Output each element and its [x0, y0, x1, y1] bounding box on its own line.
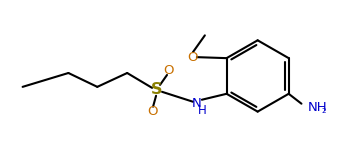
Text: O: O	[147, 105, 157, 118]
Text: H: H	[197, 104, 206, 117]
Text: O: O	[164, 64, 174, 77]
Text: $_2$: $_2$	[321, 106, 327, 116]
Text: S: S	[151, 82, 163, 97]
Text: NH: NH	[308, 101, 327, 114]
Text: O: O	[188, 51, 198, 64]
Text: N: N	[192, 97, 202, 110]
